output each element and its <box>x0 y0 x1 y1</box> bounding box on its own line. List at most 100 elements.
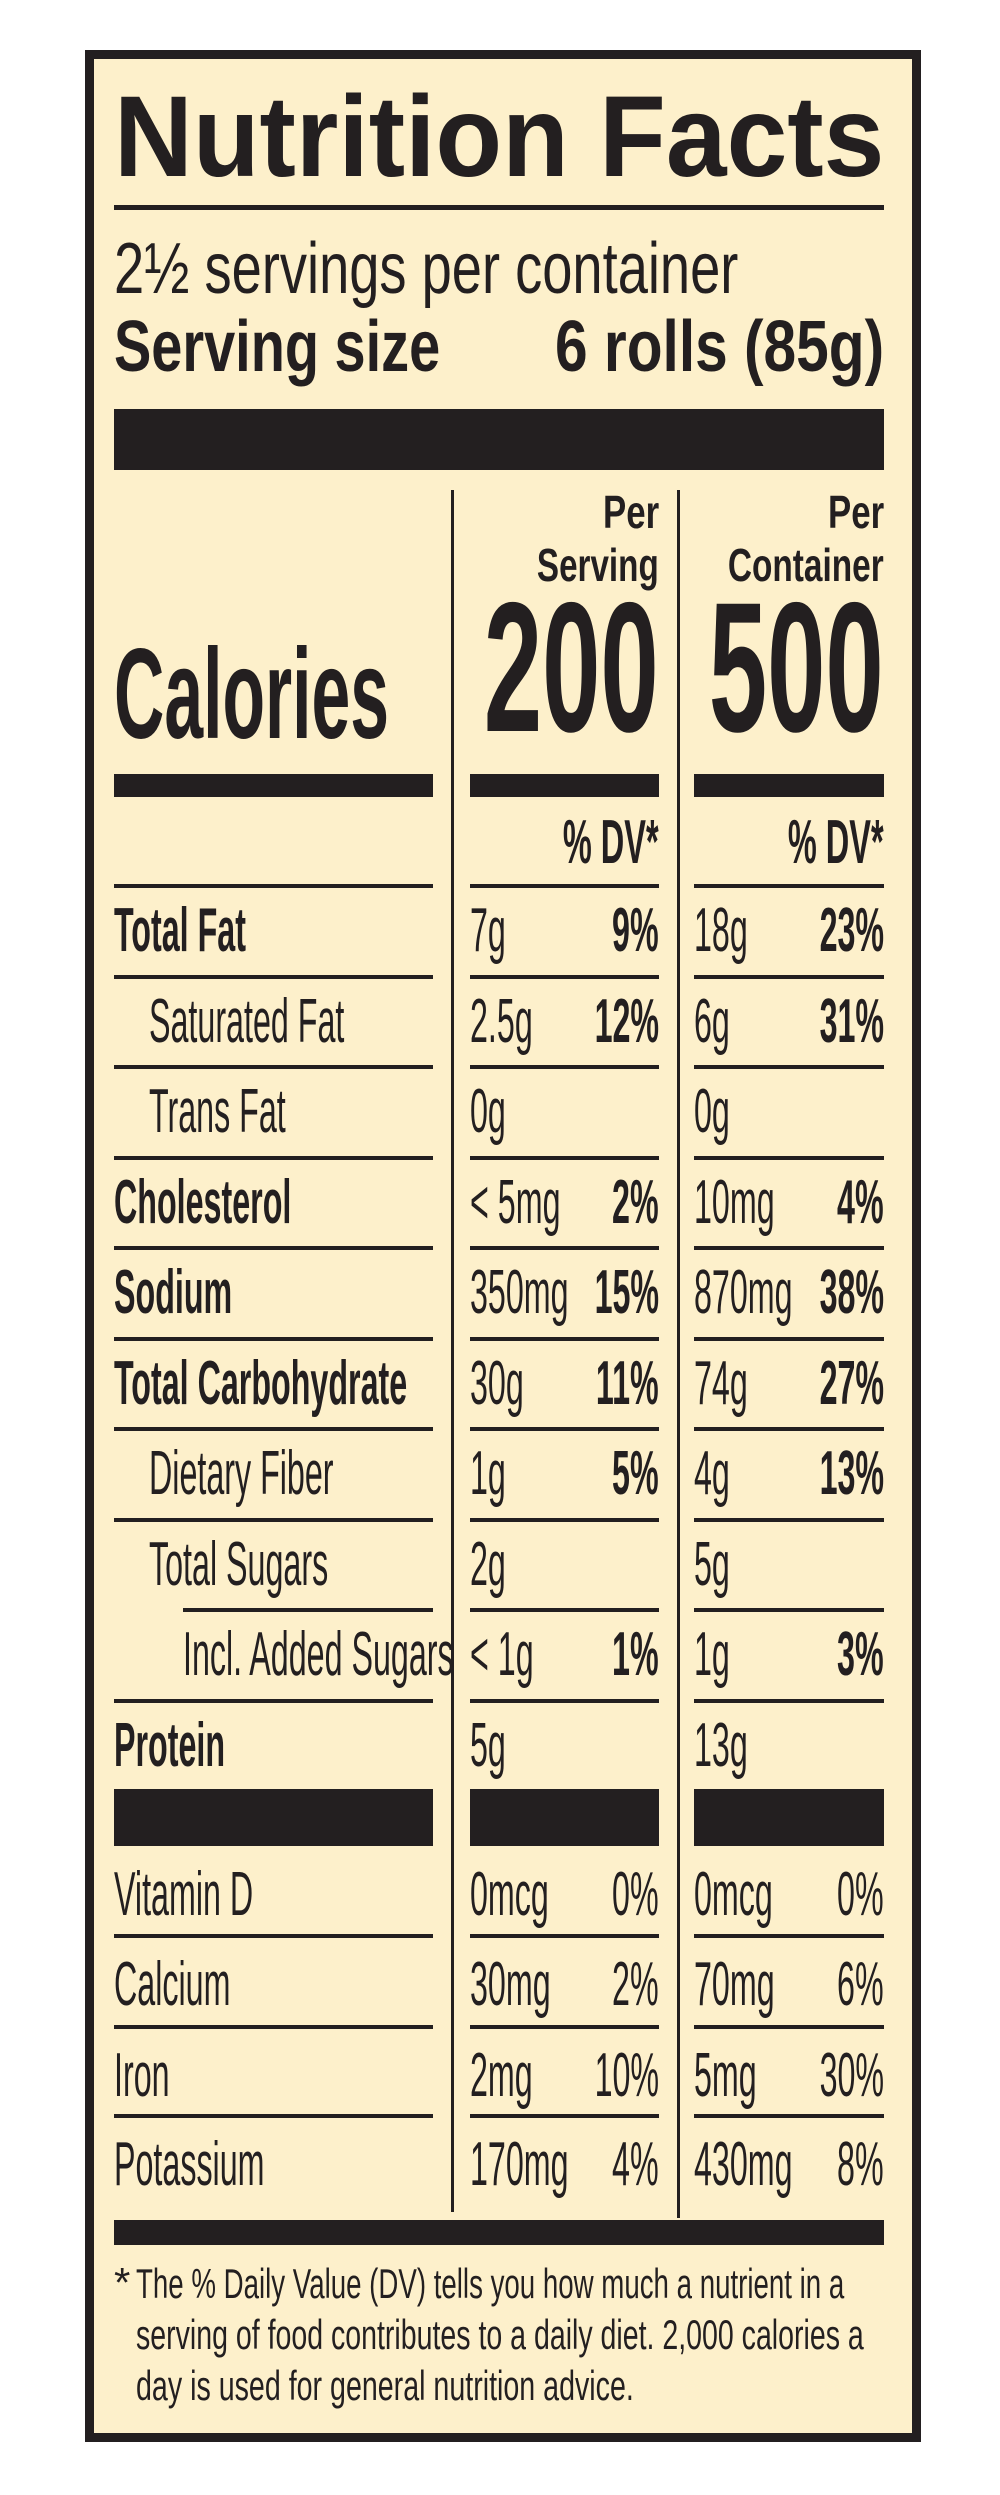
per-serving-header-line2: Serving <box>537 539 659 591</box>
calories-divider <box>114 774 433 797</box>
servings-per-container: 2½ servings per container <box>114 229 739 309</box>
container-amount: 5g <box>694 1529 730 1599</box>
container-dv: 27% <box>819 1348 884 1418</box>
container-dv: 4% <box>837 1167 884 1237</box>
container-amount: 0g <box>694 1077 730 1146</box>
row-divider <box>114 1427 433 1431</box>
row-divider <box>470 2114 659 2118</box>
nutrient-label: Trans Fat <box>149 1077 286 1146</box>
row-divider <box>470 2025 659 2029</box>
serving-amount: 1g <box>470 1439 506 1508</box>
container-amount: 430mg <box>694 2130 793 2199</box>
row-divider <box>470 1698 659 1703</box>
row-divider <box>114 884 433 888</box>
serving-dv: 2% <box>612 1950 659 2019</box>
serving-dv: 4% <box>612 2130 659 2199</box>
nutrient-label: Total Fat <box>114 896 246 965</box>
container-dv: 0% <box>837 1860 884 1929</box>
nutrient-label: Protein <box>114 1710 226 1780</box>
vitamin-label: Calcium <box>114 1950 231 2019</box>
serving-amount: 2g <box>470 1529 506 1599</box>
container-amount: 5mg <box>694 2041 757 2110</box>
panel-title: Nutrition Facts <box>114 73 885 201</box>
dv-header-container: % DV* <box>788 808 884 877</box>
serving-dv: 10% <box>594 2041 659 2110</box>
container-dv: 13% <box>819 1439 884 1508</box>
nutrient-label: Sodium <box>114 1258 233 1327</box>
row-divider <box>470 1608 659 1612</box>
container-amount: 70mg <box>694 1950 775 2019</box>
container-dv: 23% <box>819 896 884 965</box>
container-dv: 8% <box>837 2130 884 2199</box>
column-divider <box>451 490 454 2212</box>
serving-amount: 0g <box>470 1077 506 1146</box>
row-divider <box>114 2025 433 2029</box>
row-divider <box>694 974 884 979</box>
vitamin-label: Potassium <box>114 2130 265 2199</box>
calories-divider <box>694 774 884 797</box>
row-divider <box>114 1246 433 1250</box>
serving-amount: 0mcg <box>470 1860 549 1929</box>
serving-amount: 7g <box>470 896 506 965</box>
per-container-header-line2: Container <box>728 539 884 591</box>
nutrient-label: Cholesterol <box>114 1167 292 1237</box>
nutrient-label: Dietary Fiber <box>149 1439 334 1508</box>
serving-dv: 5% <box>612 1439 659 1508</box>
row-divider <box>694 1698 884 1703</box>
serving-dv: 9% <box>612 896 659 965</box>
serving-amount: 350mg <box>470 1258 569 1327</box>
serving-amount: 2mg <box>470 2041 533 2110</box>
row-divider <box>694 1065 884 1069</box>
container-amount: 74g <box>694 1348 748 1418</box>
row-divider <box>470 1155 659 1160</box>
row-divider <box>114 1934 433 1938</box>
serving-amount: 30mg <box>470 1950 551 2019</box>
row-divider <box>114 1698 433 1703</box>
container-amount: 4g <box>694 1439 730 1508</box>
row-divider <box>470 1336 659 1341</box>
row-divider <box>694 2025 884 2029</box>
row-divider <box>183 1608 433 1612</box>
serving-size-label: Serving size <box>114 307 441 387</box>
container-dv: 30% <box>819 2041 884 2110</box>
container-amount: 13g <box>694 1710 748 1780</box>
row-divider <box>470 1246 659 1250</box>
row-divider <box>694 1155 884 1160</box>
container-amount: 870mg <box>694 1258 793 1327</box>
row-divider <box>114 1065 433 1069</box>
vitamin-label: Iron <box>114 2041 170 2110</box>
serving-amount: 5g <box>470 1710 506 1780</box>
row-divider <box>470 884 659 888</box>
serving-dv: 11% <box>596 1348 659 1418</box>
row-divider <box>694 1336 884 1341</box>
row-divider <box>470 1934 659 1938</box>
serving-amount: 30g <box>470 1348 524 1418</box>
serving-amount: 2.5g <box>470 986 533 1056</box>
calories-label: Calories <box>114 623 390 766</box>
nutrient-label: Total Carbohydrate <box>114 1348 408 1418</box>
row-divider <box>114 2114 433 2118</box>
row-divider <box>694 1517 884 1522</box>
row-divider <box>470 1427 659 1431</box>
row-divider <box>470 1517 659 1522</box>
nutrient-label: Total Sugars <box>149 1529 329 1599</box>
row-divider <box>470 1065 659 1069</box>
serving-amount: < 5mg <box>470 1167 561 1237</box>
per-serving-header-line1: Per <box>602 486 659 538</box>
container-dv: 31% <box>819 986 884 1056</box>
footnote-line: The % Daily Value (DV) tells you how muc… <box>136 2260 845 2307</box>
container-amount: 10mg <box>694 1167 775 1237</box>
row-divider <box>694 1608 884 1612</box>
footnote-line: day is used for general nutrition advice… <box>136 2362 634 2409</box>
vitamin-label: Vitamin D <box>114 1860 254 1929</box>
container-amount: 1g <box>694 1620 730 1689</box>
serving-amount: 170mg <box>470 2130 569 2199</box>
row-divider <box>114 974 433 979</box>
container-amount: 18g <box>694 896 748 965</box>
dv-header-serving: % DV* <box>563 808 659 877</box>
nutrient-label: Incl. Added Sugars <box>183 1620 454 1689</box>
container-dv: 38% <box>819 1258 884 1327</box>
container-dv: 6% <box>837 1950 884 2019</box>
serving-amount: < 1g <box>470 1620 534 1689</box>
serving-dv: 15% <box>594 1258 659 1327</box>
